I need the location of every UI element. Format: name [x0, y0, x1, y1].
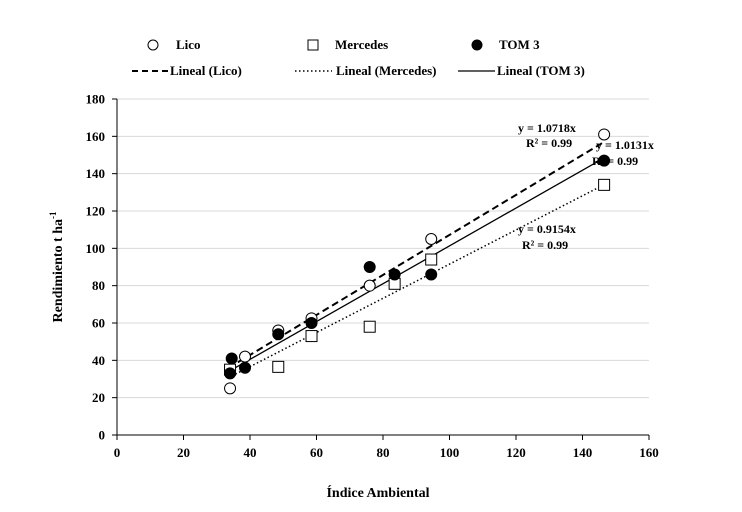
point-mercedes-2 [305, 330, 318, 343]
mercedes-equation: y = 0.9154x [518, 222, 576, 236]
point-tom3-6 [388, 268, 401, 281]
y-tick-label-5: 100 [86, 241, 106, 256]
legend-mercedes-marker [307, 39, 319, 51]
x-tick-label-8: 160 [639, 445, 659, 460]
y-tick-label-1: 20 [92, 390, 105, 405]
y-tick-label-2: 40 [92, 353, 105, 368]
y-tick-label-6: 120 [86, 204, 106, 219]
y-tick-label-7: 140 [86, 166, 106, 181]
y-tick-label-8: 160 [86, 129, 106, 144]
y-tick-label-3: 60 [92, 316, 105, 331]
legend-mercedes-label: Mercedes [335, 37, 388, 52]
legend: Lico Mercedes TOM 3 Lineal (Lico) Lineal… [132, 37, 585, 78]
lico-equation: y = 1.0718x [518, 121, 576, 135]
x-tick-label-2: 40 [244, 445, 257, 460]
point-tom3-1 [225, 352, 238, 365]
y-tick-label-0: 0 [99, 428, 106, 443]
x-tick-label-3: 60 [310, 445, 323, 460]
point-lico-6 [425, 233, 438, 245]
trendline-lineal-lico [227, 141, 605, 369]
point-tom3-5 [363, 261, 376, 273]
legend-lico-label: Lico [176, 37, 201, 52]
point-mercedes-1 [272, 360, 285, 373]
x-tick-label-4: 80 [377, 445, 390, 460]
data-points [224, 128, 611, 395]
tom3-r2: R² = 0.99 [592, 154, 638, 168]
grid-lines [117, 98, 649, 399]
y-axis-title-superscript: -1 [48, 211, 58, 219]
point-lico-2 [239, 350, 252, 363]
point-tom3-0 [224, 367, 237, 380]
point-mercedes-5 [425, 253, 438, 266]
y-tick-label-9: 180 [86, 92, 106, 107]
tom3-equation: y = 1.0131x [596, 138, 654, 152]
legend-lineal-mercedes-label: Lineal (Mercedes) [336, 63, 436, 78]
mercedes-r2: R² = 0.99 [522, 238, 568, 252]
equation-annotations: y = 1.0718x R² = 0.99 y = 1.0131x R² = 0… [518, 121, 654, 252]
tick-labels: 0 20 40 60 80 100 120 140 160 0 20 40 60 80 100 120 140 1… [86, 92, 659, 461]
point-tom3-7 [425, 268, 438, 281]
lico-r2: R² = 0.99 [526, 136, 572, 150]
point-tom3-2 [239, 361, 252, 374]
x-tick-label-1: 20 [177, 445, 190, 460]
point-tom3-4 [305, 317, 318, 329]
legend-tom3-marker [471, 39, 483, 51]
legend-lineal-tom3-label: Lineal (TOM 3) [497, 63, 585, 78]
point-tom3-3 [272, 328, 285, 341]
x-tick-label-0: 0 [114, 445, 121, 460]
x-tick-label-7: 140 [573, 445, 593, 460]
trendline-lineal-tom-3 [228, 157, 605, 373]
y-tick-label-4: 80 [92, 278, 105, 293]
point-mercedes-6 [598, 178, 611, 191]
legend-lico-marker [147, 39, 159, 51]
trendline-lineal-mercedes [228, 184, 605, 379]
point-lico-7 [598, 128, 611, 141]
trendlines [227, 141, 605, 379]
legend-tom3-label: TOM 3 [499, 37, 540, 52]
x-tick-label-5: 100 [440, 445, 460, 460]
point-lico-0 [224, 382, 237, 395]
x-axis-title: Índice Ambiental [326, 484, 429, 501]
legend-lineal-lico-label: Lineal (Lico) [170, 63, 242, 78]
y-axis-title: Rendimiento t ha-1 [48, 211, 66, 322]
y-axis-title-main: Rendimiento t ha [51, 219, 66, 322]
point-lico-5 [363, 279, 376, 292]
point-tom3-8 [598, 154, 611, 167]
point-mercedes-3 [363, 320, 376, 333]
x-tick-label-6: 120 [506, 445, 526, 460]
